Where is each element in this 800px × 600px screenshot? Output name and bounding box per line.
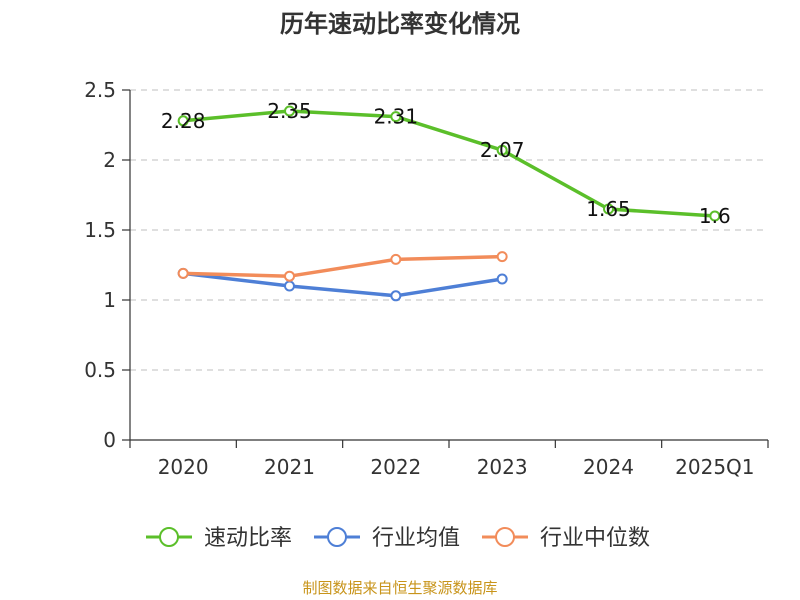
x-tick-label: 2021 [264, 455, 315, 479]
legend-item: 速动比率 [146, 526, 292, 551]
data-label: 2.35 [267, 99, 312, 123]
data-point [496, 251, 508, 263]
legend-label: 速动比率 [204, 526, 292, 551]
data-point [284, 280, 295, 292]
data-point [709, 210, 721, 222]
legend-marker [495, 527, 515, 547]
data-label: 1.65 [586, 197, 631, 221]
legend-label: 行业均值 [372, 526, 460, 551]
x-tick-label: 2020 [158, 455, 209, 479]
data-label: 2.31 [374, 105, 419, 129]
data-point [603, 203, 614, 215]
y-tick-label: 2.5 [84, 78, 116, 102]
series-lines [177, 105, 721, 302]
data-label: 2.28 [161, 109, 206, 133]
legend-label: 行业中位数 [540, 526, 650, 551]
y-tick-label: 0 [103, 428, 116, 452]
x-tick-label: 2024 [583, 455, 634, 479]
data-point [390, 111, 402, 123]
y-tick-label: 0.5 [84, 358, 116, 382]
x-tick-label: 2023 [477, 455, 528, 479]
data-point [284, 270, 295, 282]
legend: 速动比率 行业均值 行业中位数 [146, 526, 650, 551]
legend-item: 行业中位数 [482, 526, 650, 551]
data-labels: 2.28 2.35 2.31 2.07 1.65 1.6 [161, 99, 731, 228]
y-tick-label: 2 [103, 148, 116, 172]
data-point [390, 253, 402, 265]
source-note: 制图数据来自恒生聚源数据库 [302, 579, 498, 597]
legend-marker [159, 527, 179, 547]
grid-lines [130, 89, 768, 371]
y-tick-label: 1.5 [84, 218, 116, 242]
data-point [496, 144, 508, 156]
data-point [390, 290, 402, 302]
x-tick-label: 2025Q1 [675, 455, 754, 479]
x-tick-label: 2022 [370, 455, 421, 479]
data-point [177, 115, 189, 127]
data-label: 1.6 [699, 204, 731, 228]
data-point [284, 105, 295, 117]
axes: 0 0.5 1 1.5 2 2.5 2020 2021 2022 2023 2024 2025Q1 [84, 78, 769, 479]
y-tick-label: 1 [103, 288, 116, 312]
chart-title: 历年速动比率变化情况 [280, 10, 520, 38]
legend-item: 行业均值 [314, 526, 460, 551]
legend-marker [327, 527, 347, 547]
data-point [496, 273, 508, 285]
series-line [182, 271, 503, 298]
data-point [177, 267, 189, 279]
series-line [183, 254, 503, 278]
series-line [183, 109, 715, 218]
data-label: 2.07 [480, 138, 525, 162]
